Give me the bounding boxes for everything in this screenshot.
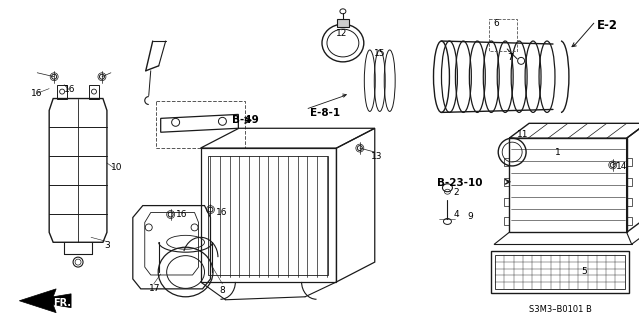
Text: 17: 17	[148, 284, 160, 293]
Bar	[504, 198, 509, 205]
Text: E-8-1: E-8-1	[310, 108, 340, 118]
Bar	[504, 158, 509, 166]
Text: 9: 9	[467, 211, 473, 220]
Text: B-23-10: B-23-10	[438, 178, 483, 188]
Text: 16: 16	[175, 210, 187, 219]
Text: 6: 6	[493, 19, 499, 28]
Bar	[209, 156, 328, 275]
Bar	[495, 255, 625, 289]
Text: 1: 1	[555, 148, 561, 157]
Text: 7: 7	[507, 53, 513, 62]
Text: S3M3–B0101 B: S3M3–B0101 B	[529, 305, 592, 314]
Text: 12: 12	[336, 29, 348, 38]
Text: 16: 16	[64, 85, 76, 94]
Text: FR.: FR.	[53, 298, 71, 308]
Bar	[627, 178, 632, 186]
Text: 8: 8	[220, 286, 225, 295]
Polygon shape	[19, 289, 71, 313]
Text: 3: 3	[104, 241, 109, 250]
Text: 16: 16	[31, 89, 43, 98]
Text: B-49: B-49	[232, 115, 259, 125]
Bar	[504, 178, 509, 186]
Text: E-2: E-2	[596, 19, 618, 32]
Text: 2: 2	[453, 188, 459, 197]
Bar	[627, 158, 632, 166]
Text: 14: 14	[616, 162, 627, 171]
Bar	[492, 251, 628, 293]
Text: 4: 4	[453, 210, 459, 219]
Bar	[627, 218, 632, 226]
Bar	[156, 100, 245, 148]
Bar	[337, 19, 349, 27]
Text: 10: 10	[111, 163, 122, 172]
Text: 5: 5	[581, 267, 587, 276]
Text: 11: 11	[517, 130, 529, 139]
Bar	[504, 218, 509, 226]
Text: 13: 13	[371, 152, 382, 161]
Bar	[489, 19, 517, 51]
Bar	[627, 198, 632, 205]
Bar	[89, 85, 99, 99]
Text: 15: 15	[374, 49, 385, 58]
Text: 16: 16	[216, 208, 227, 217]
Bar	[57, 85, 67, 99]
